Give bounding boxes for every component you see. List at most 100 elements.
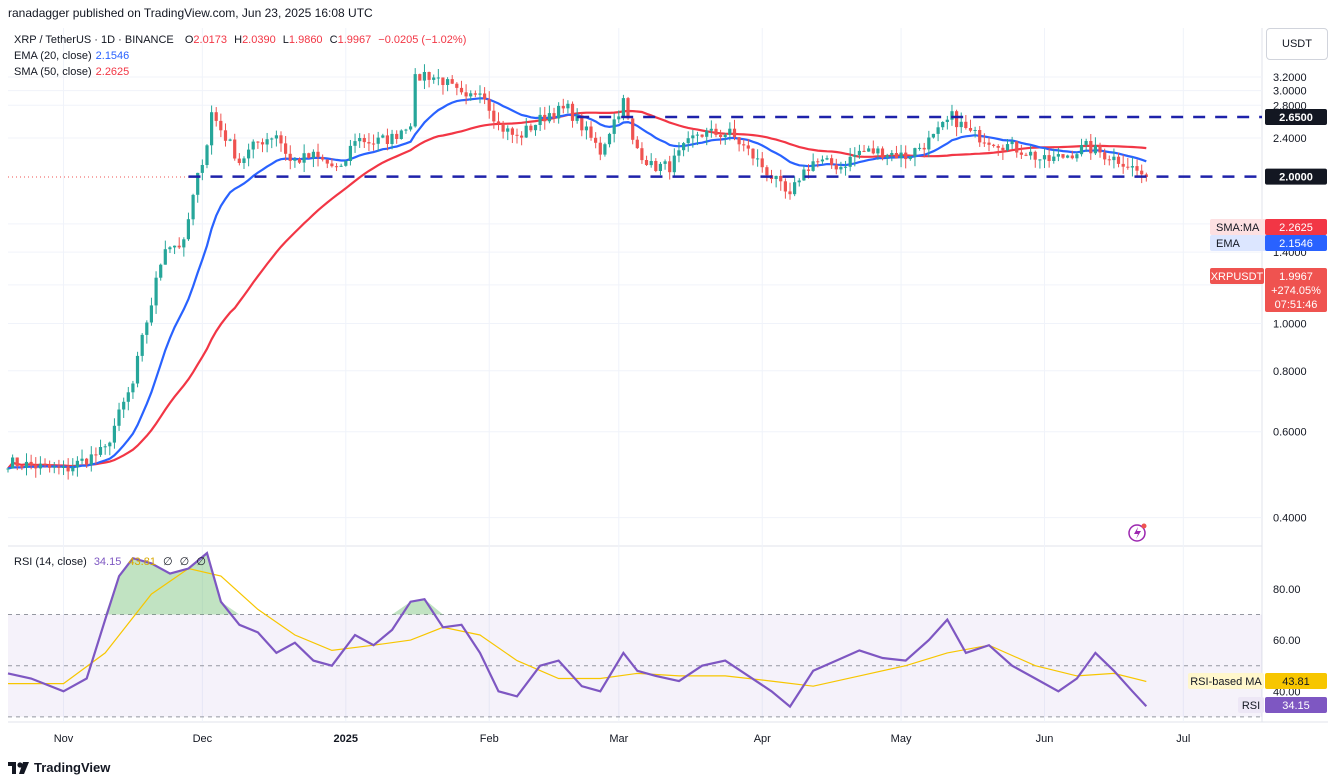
candle-body [1130,166,1134,168]
publisher-header: ranadagger published on TradingView.com,… [8,6,373,20]
candle-body [131,383,135,393]
ema-price-value: 2.1546 [1279,238,1313,250]
ohlc-high: H2.0390 [234,34,276,46]
ohlc-open: O2.0173 [184,34,228,46]
rsi-legend-value: 34.15 [93,556,122,568]
time-tick-label: Dec [193,733,213,745]
candle-body [464,92,468,97]
candle-body [649,161,653,166]
candle-body [996,146,1000,148]
candle-body [927,137,931,150]
candle-body [1015,141,1019,153]
candle-body [469,93,473,97]
candle-body [1001,147,1005,151]
candle-body [1066,155,1070,158]
candle-body [1056,154,1060,157]
candle-body [399,130,403,139]
xrp-price-value-bg [1265,268,1327,312]
candle-body [177,245,181,248]
price-tick-label: 3.0000 [1273,86,1307,98]
candle-body [760,158,764,168]
candle-body [381,135,385,138]
candle-body [6,468,10,470]
price-tick-label: 1.0000 [1273,318,1307,330]
candle-body [293,158,297,161]
candle-body [274,135,278,139]
candle-body [1024,154,1028,156]
rsi-legend[interactable]: RSI (14, close) 34.15 43.81 ∅ ∅ ∅ [14,555,206,568]
candle-body [719,134,723,137]
candle-body [1052,156,1056,161]
candle-body [288,153,292,161]
candle-body [908,156,912,160]
candle-body [210,112,214,146]
candle-body [959,121,963,128]
xrp-price-name-bg [1210,268,1264,284]
sma-price-value: 2.2625 [1279,222,1313,234]
time-tick-label: Mar [609,733,628,745]
candle-body [344,160,348,166]
candle-body [1112,156,1116,161]
candle-body [728,128,732,135]
time-tick-label: May [891,733,912,745]
ema-price-value-bg [1265,235,1327,251]
candle-body [159,264,163,278]
sma-legend-value: 2.2625 [95,66,130,78]
ema-legend[interactable]: EMA (20, close) 2.1546 [14,50,129,62]
time-tick-label: Apr [754,733,771,745]
candle-body [307,153,311,158]
candle-body [709,128,713,131]
sma-legend[interactable]: SMA (50, close) 2.2625 [14,66,129,78]
footer-brand[interactable]: TradingView [8,760,110,775]
candle-body [455,83,459,88]
currency-button[interactable]: USDT [1266,28,1328,60]
time-tick-label: Jul [1176,733,1190,745]
time-tick-label: Jun [1036,733,1054,745]
candle-body [843,166,848,168]
rsi-ma-line [8,567,1147,687]
candle-body [108,442,112,447]
replay-bolt-icon [1128,524,1146,542]
candle-body [385,135,389,144]
candle-body [695,134,699,136]
rsi-ma-legend-value: 43.81 [128,556,156,568]
candle-body [459,87,464,93]
candle-body [145,322,149,335]
candle-body [334,166,339,168]
candle-body [265,139,269,145]
candle-body [603,144,607,155]
candle-body [247,149,251,159]
rsi-value: 34.15 [1282,700,1310,712]
candle-body [200,165,204,173]
candle-body [302,153,306,163]
candle-body [862,150,866,152]
candle-body [797,180,801,183]
candle-body [66,466,70,472]
candle-body [806,169,811,171]
candle-body [918,147,922,149]
candle-body [691,135,695,139]
level-label-bg [1265,168,1327,185]
sma-line [7,109,1147,470]
candle-body [43,463,47,465]
rsi-ma-label-name: RSI-based MA [1190,676,1262,688]
symbol-title[interactable]: XRP / TetherUS · 1D · BINANCE [14,34,174,46]
price-tick-label: 2.4000 [1273,133,1307,145]
candle-body [1042,155,1047,160]
candle-body [325,159,329,164]
candle-body [284,143,288,154]
candle-body [38,463,42,469]
candle-body [1010,141,1014,145]
rsi-legend-label: RSI (14, close) [14,556,87,568]
candle-body [584,126,588,131]
candle-body [1070,155,1074,159]
candle-body [904,152,908,160]
candle-body [561,105,565,109]
candle-body [487,99,491,111]
replay-bolt-icon-glyph [1134,527,1141,539]
candle-body [1061,154,1065,158]
candle-body [501,123,505,132]
candle-body [931,133,935,138]
candle-body [140,334,144,356]
